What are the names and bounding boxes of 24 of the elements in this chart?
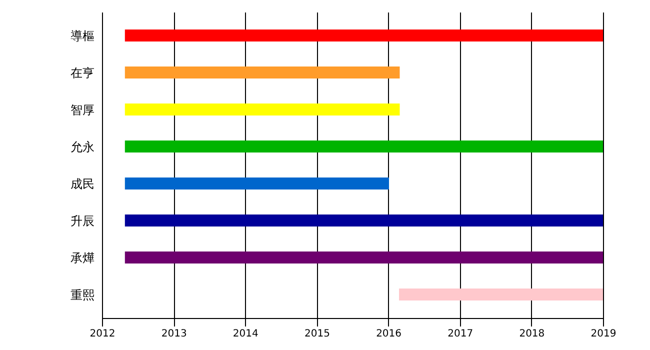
- bar: [124, 140, 603, 152]
- y-tick-label: 升辰: [70, 214, 94, 228]
- x-tick-label: 2014: [232, 328, 258, 340]
- x-tick-label: 2015: [304, 328, 330, 340]
- x-tick-label: 2013: [161, 328, 187, 340]
- y-tick-label: 承燁: [70, 251, 94, 265]
- y-tick-label: 導樞: [70, 29, 94, 43]
- bar: [124, 178, 389, 190]
- bar: [124, 214, 603, 226]
- y-tick-label: 智厚: [70, 103, 94, 117]
- bar: [399, 288, 603, 300]
- y-tick-label: 成民: [70, 177, 94, 191]
- x-tick-label: 2019: [590, 328, 616, 340]
- bar: [124, 30, 603, 42]
- bar: [124, 66, 400, 78]
- y-tick-label: 在亨: [70, 66, 94, 80]
- x-tick-label: 2012: [90, 328, 116, 340]
- x-tick-label: 2016: [376, 328, 402, 340]
- x-tick-label: 2018: [519, 328, 545, 340]
- bar: [124, 104, 400, 116]
- x-tick-label: 2017: [448, 328, 474, 340]
- bar: [124, 252, 603, 264]
- y-tick-label: 重熙: [70, 288, 94, 302]
- y-tick-label: 允永: [70, 140, 94, 154]
